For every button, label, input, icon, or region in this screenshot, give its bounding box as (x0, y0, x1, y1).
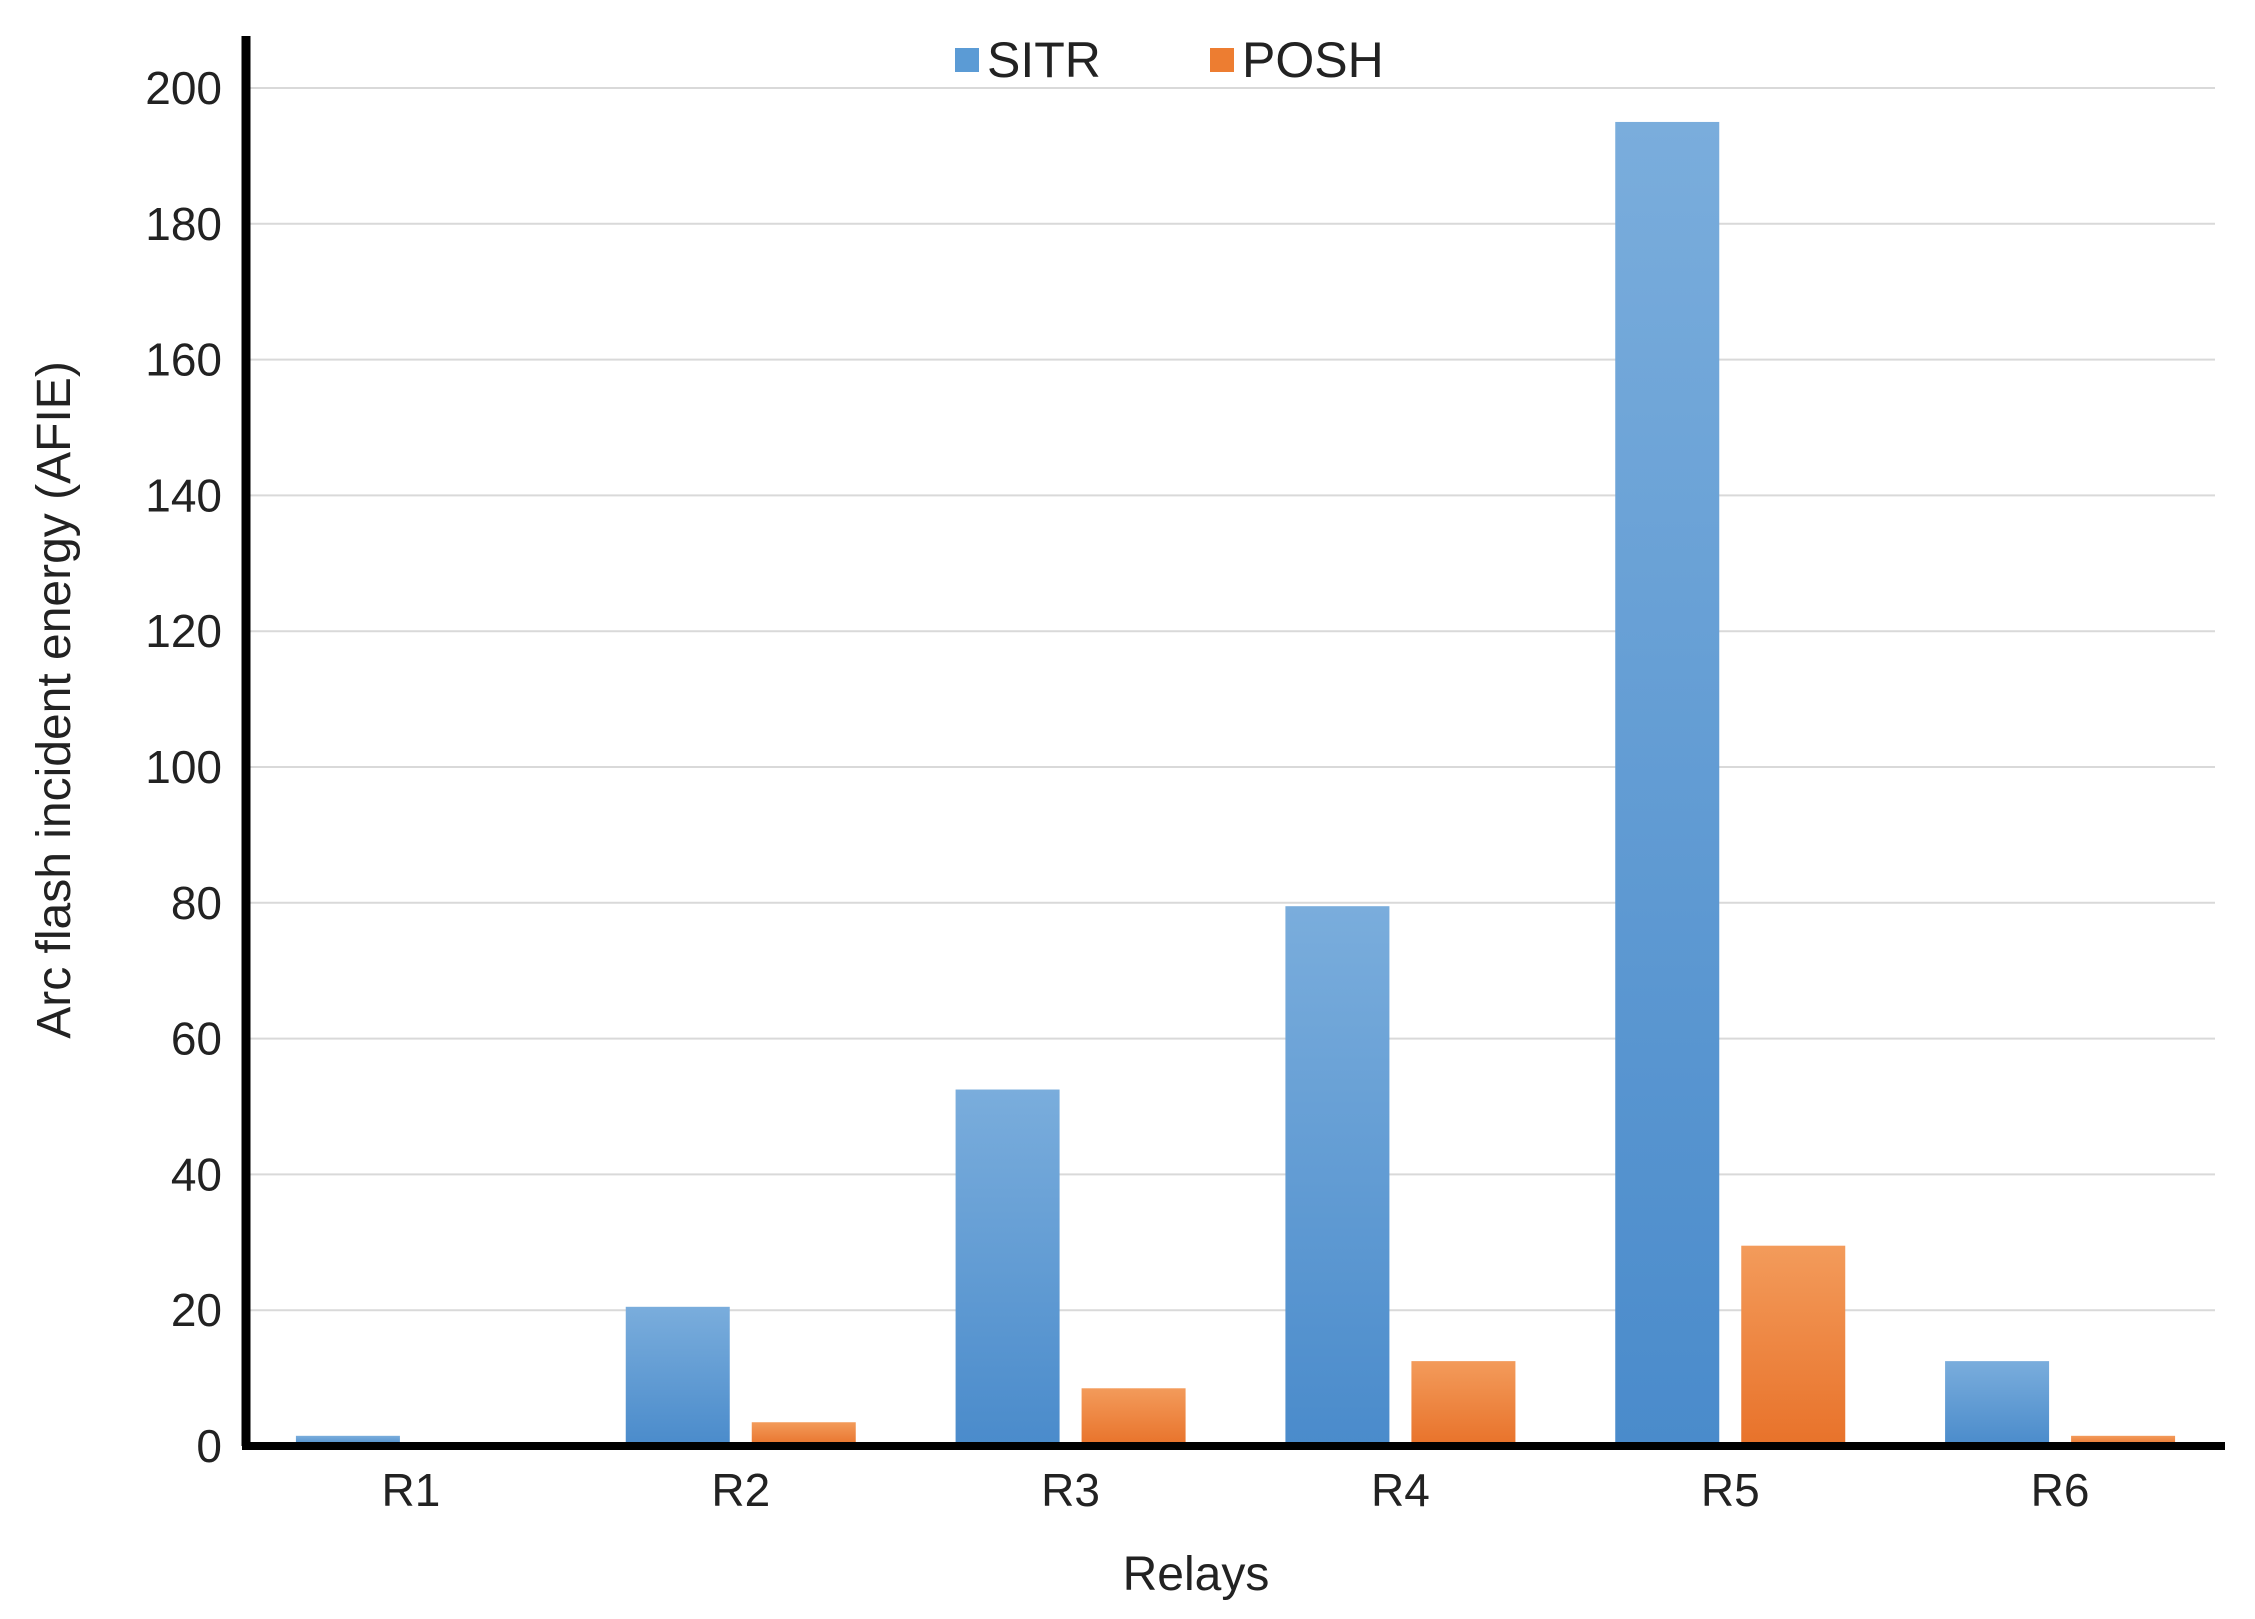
y-tick-label: 20 (171, 1284, 222, 1336)
x-tick-label: R1 (382, 1464, 441, 1516)
y-tick-label: 100 (145, 741, 222, 793)
legend-swatch-sitr (955, 48, 979, 72)
bar-posh-r6 (2071, 1435, 2176, 1446)
x-axis-title: Relays (1123, 1548, 1270, 1601)
x-tick-label: R6 (2031, 1464, 2090, 1516)
bar-sitr-r6 (1945, 1361, 2050, 1446)
bar-sitr-r5 (1615, 121, 1720, 1447)
bar-sitr-r4 (1285, 906, 1390, 1446)
y-axis-title: Arc flash incident energy (AFIE) (28, 361, 81, 1039)
y-tick-label: 80 (171, 877, 222, 929)
bar-sitr-r3 (955, 1089, 1060, 1446)
x-tick-label: R5 (1701, 1464, 1760, 1516)
y-tick-label: 160 (145, 334, 222, 386)
y-tick-label: 120 (145, 605, 222, 657)
bar-posh-r2 (751, 1422, 856, 1446)
x-tick-labels: R1 R2 R3 R4 R5 R6 (382, 1464, 2090, 1516)
bar-posh-r5 (1741, 1245, 1846, 1446)
y-tick-label: 200 (145, 62, 222, 114)
bar-posh-r3 (1081, 1388, 1186, 1446)
legend-label-posh: POSH (1242, 32, 1384, 88)
y-tick-labels: 0 20 40 60 80 100 120 140 160 180 200 (145, 62, 222, 1472)
x-tick-label: R3 (1041, 1464, 1100, 1516)
y-tick-label: 0 (196, 1420, 222, 1472)
bar-posh-r4 (1411, 1361, 1516, 1446)
bar-sitr-r2 (625, 1306, 730, 1446)
y-tick-label: 40 (171, 1148, 222, 1200)
x-tick-label: R2 (711, 1464, 770, 1516)
axes (241, 36, 2225, 1450)
legend-swatch-posh (1210, 48, 1234, 72)
y-tick-label: 140 (145, 469, 222, 521)
legend-label-sitr: SITR (987, 32, 1101, 88)
bar-sitr-r1 (295, 1435, 400, 1446)
bars (295, 121, 2176, 1447)
y-tick-label: 60 (171, 1013, 222, 1065)
legend: SITR POSH (955, 32, 1384, 88)
gridlines (246, 87, 2215, 1312)
x-tick-label: R4 (1371, 1464, 1430, 1516)
y-tick-label: 180 (145, 198, 222, 250)
